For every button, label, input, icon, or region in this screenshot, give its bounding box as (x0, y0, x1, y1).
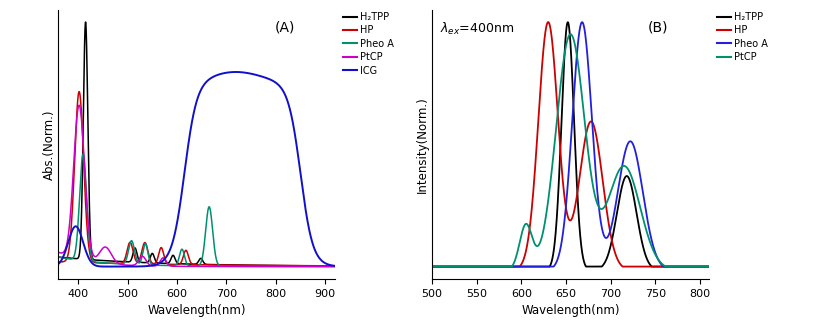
Text: $\lambda_{ex}$=400nm: $\lambda_{ex}$=400nm (440, 21, 515, 37)
X-axis label: Wavelength(nm): Wavelength(nm) (148, 304, 246, 317)
Legend: H₂TPP, HP, Pheo A, PtCP, ICG: H₂TPP, HP, Pheo A, PtCP, ICG (343, 12, 394, 76)
Legend: H₂TPP, HP, Pheo A, PtCP: H₂TPP, HP, Pheo A, PtCP (716, 12, 768, 62)
X-axis label: Wavelength(nm): Wavelength(nm) (521, 304, 620, 317)
Y-axis label: Intensity(Norm.): Intensity(Norm.) (416, 96, 430, 193)
Y-axis label: Abs.(Norm.): Abs.(Norm.) (43, 109, 56, 179)
Text: (B): (B) (648, 21, 669, 34)
Text: (A): (A) (274, 21, 294, 34)
